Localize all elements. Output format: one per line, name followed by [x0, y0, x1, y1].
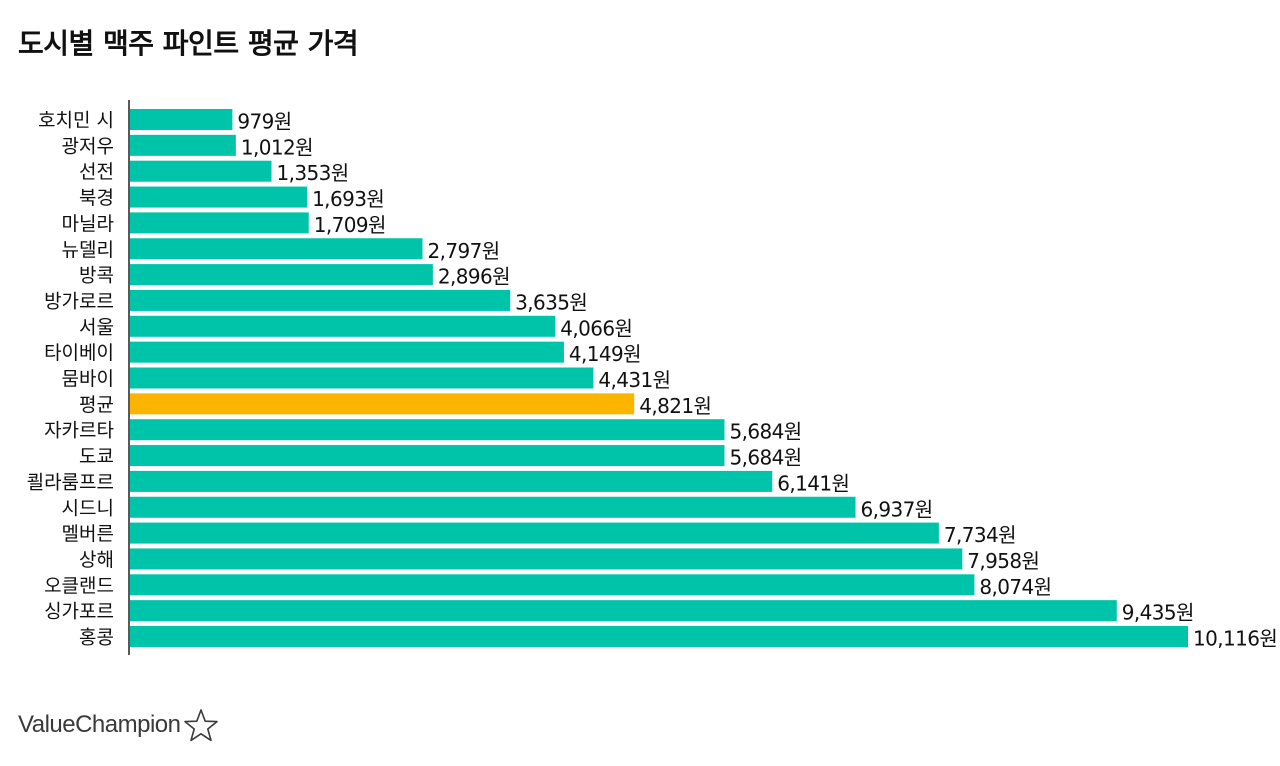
value-label: 979원	[237, 110, 291, 134]
bar	[130, 548, 963, 570]
category-label: 서울	[79, 316, 114, 338]
bar	[130, 212, 309, 234]
bar	[130, 445, 725, 467]
category-label: 호치민 시	[38, 110, 114, 132]
brand-name: ValueChampion	[18, 711, 181, 738]
bar	[130, 109, 233, 130]
star-outline-icon	[183, 709, 218, 742]
value-label: 4,066원	[560, 316, 632, 340]
bar	[130, 134, 236, 156]
category-label: 광저우	[62, 135, 114, 157]
value-label: 3,635원	[515, 290, 587, 314]
value-label: 4,431원	[598, 368, 670, 392]
value-label: 6,141원	[777, 471, 849, 495]
bar	[130, 289, 511, 311]
category-label: 오클랜드	[44, 575, 114, 597]
bar	[130, 186, 308, 208]
value-label: 2,797원	[428, 239, 500, 263]
category-label: 싱가포르	[44, 601, 114, 623]
value-label: 6,937원	[861, 497, 933, 521]
value-label: 1,012원	[241, 135, 313, 159]
bar	[130, 600, 1117, 622]
category-label: 방가로르	[44, 290, 114, 312]
category-label: 자카르타	[44, 420, 114, 442]
chart-title: 도시별 맥주 파인트 평균 가격	[18, 27, 359, 60]
value-label: 5,684원	[729, 446, 801, 470]
value-label: 7,734원	[944, 523, 1016, 547]
category-label: 시드니	[62, 497, 114, 519]
category-label: 북경	[79, 187, 114, 209]
value-label: 1,353원	[277, 161, 349, 185]
category-label: 평균	[79, 394, 114, 416]
bar	[130, 238, 423, 260]
category-label: 멜버른	[62, 523, 114, 545]
value-label: 10,116원	[1193, 627, 1277, 651]
value-label: 1,693원	[312, 187, 384, 211]
value-label: 7,958원	[967, 549, 1039, 573]
bar	[130, 264, 433, 286]
category-label: 쾰라룸프르	[27, 471, 114, 493]
category-label: 마닐라	[62, 213, 114, 235]
bar	[130, 315, 556, 337]
category-label: 선전	[79, 161, 114, 183]
brand-logo: ValueChampion	[18, 708, 219, 742]
value-label: 1,709원	[314, 213, 386, 237]
value-label: 4,821원	[639, 394, 711, 418]
bar	[130, 574, 975, 596]
bar	[130, 367, 594, 389]
bar	[130, 496, 856, 518]
bar	[130, 160, 272, 182]
category-label: 상해	[79, 549, 114, 571]
bar	[130, 522, 939, 544]
category-label: 홍콩	[79, 627, 114, 649]
category-label: 뭄바이	[62, 368, 114, 390]
category-label: 방콕	[79, 265, 114, 287]
category-label: 뉴델리	[62, 239, 114, 261]
value-label: 8,074원	[979, 575, 1051, 599]
value-label: 4,149원	[569, 342, 641, 366]
bar	[130, 470, 773, 492]
bar	[130, 341, 564, 363]
category-label: 타이베이	[44, 342, 114, 364]
value-label: 9,435원	[1122, 601, 1194, 625]
value-label: 5,684원	[729, 420, 801, 444]
bar	[130, 419, 725, 441]
bar-average	[130, 393, 635, 415]
category-label: 도쿄	[79, 446, 114, 468]
bar	[130, 626, 1188, 647]
value-label: 2,896원	[438, 265, 510, 289]
